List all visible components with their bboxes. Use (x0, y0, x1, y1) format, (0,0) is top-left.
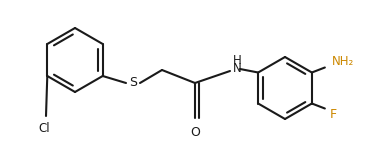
Text: NH₂: NH₂ (332, 55, 354, 68)
Text: S: S (129, 76, 137, 90)
Text: F: F (330, 108, 337, 121)
Text: N: N (233, 62, 241, 76)
Text: O: O (190, 126, 200, 139)
Text: Cl: Cl (38, 122, 50, 135)
Text: H: H (233, 54, 241, 67)
